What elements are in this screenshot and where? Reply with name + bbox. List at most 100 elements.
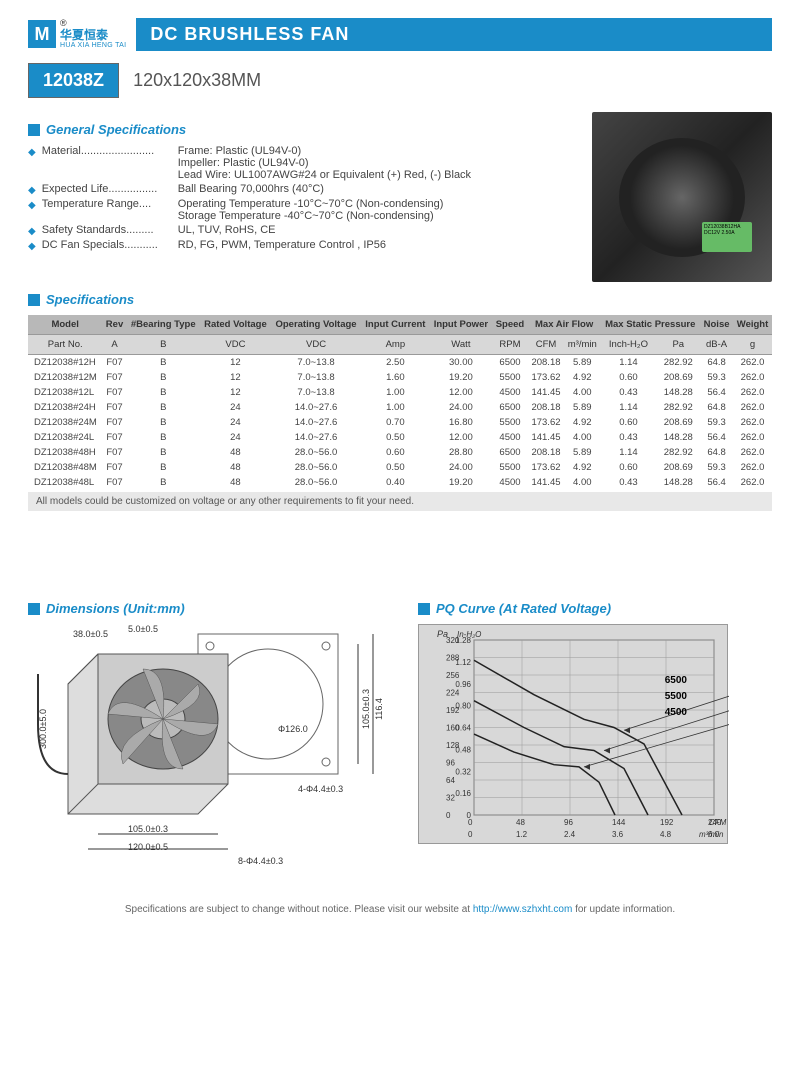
table-cell: 4.92	[564, 370, 600, 385]
table-cell: 0.60	[600, 415, 656, 430]
spec-row: ◆Material........................Frame: …	[28, 145, 572, 181]
table-cell: 262.0	[733, 445, 772, 460]
table-subheader: A	[102, 335, 126, 355]
table-cell: F07	[102, 460, 126, 475]
table-cell: 64.8	[700, 355, 733, 371]
table-row: DZ12038#24MF07B2414.0~27.60.7016.8055001…	[28, 415, 772, 430]
dim-chamfer: 5.0±0.5	[128, 624, 158, 634]
spec-value: RD, FG, PWM, Temperature Control , IP56	[178, 239, 572, 251]
spec-value: UL, TUV, RoHS, CE	[178, 224, 572, 236]
table-cell: 0.60	[361, 445, 430, 460]
table-subheader: Part No.	[28, 335, 102, 355]
table-cell: 282.92	[656, 400, 700, 415]
table-cell: 24.00	[430, 460, 493, 475]
table-subheader: VDC	[200, 335, 271, 355]
table-cell: 59.3	[700, 415, 733, 430]
table-cell: 24	[200, 415, 271, 430]
spec-label: Expected Life................	[42, 183, 172, 195]
table-cell: 30.00	[430, 355, 493, 371]
table-cell: 12.00	[430, 385, 493, 400]
svg-text:96: 96	[446, 759, 455, 768]
table-cell: 0.40	[361, 475, 430, 490]
svg-text:0: 0	[468, 818, 473, 827]
spec-label: Temperature Range....	[42, 198, 172, 210]
svg-text:96: 96	[564, 818, 573, 827]
table-cell: 56.4	[700, 385, 733, 400]
table-cell: 1.14	[600, 400, 656, 415]
table-cell: 0.50	[361, 430, 430, 445]
table-row: DZ12038#12HF07B127.0~13.82.5030.00650020…	[28, 355, 772, 371]
spec-row: ◆Expected Life................Ball Beari…	[28, 183, 572, 196]
table-cell: 64.8	[700, 445, 733, 460]
svg-text:64: 64	[446, 776, 455, 785]
table-cell: DZ12038#24L	[28, 430, 102, 445]
table-cell: 19.20	[430, 370, 493, 385]
table-cell: B	[127, 475, 200, 490]
table-cell: 16.80	[430, 415, 493, 430]
table-cell: F07	[102, 370, 126, 385]
product-image: DZ12038B12HADC12V 2.50A	[592, 112, 772, 282]
table-cell: 1.60	[361, 370, 430, 385]
logo-cn: 华夏恒泰	[60, 29, 126, 42]
table-cell: 208.18	[528, 400, 564, 415]
table-subheader: VDC	[271, 335, 361, 355]
product-label: DZ12038B12HADC12V 2.50A	[702, 222, 752, 252]
dim-height: 116.4	[374, 698, 384, 720]
svg-text:0.64: 0.64	[455, 724, 471, 733]
table-cell: 148.28	[656, 475, 700, 490]
spec-row: ◆Safety Standards.........UL, TUV, RoHS,…	[28, 224, 572, 237]
table-cell: 7.0~13.8	[271, 370, 361, 385]
table-cell: DZ12038#12M	[28, 370, 102, 385]
bullet-icon: ◆	[28, 226, 36, 237]
table-cell: 12	[200, 355, 271, 371]
table-cell: 4.00	[564, 475, 600, 490]
table-cell: F07	[102, 400, 126, 415]
table-cell: 141.45	[528, 385, 564, 400]
section-dimensions: Dimensions (Unit:mm)	[28, 601, 388, 616]
table-cell: DZ12038#12L	[28, 385, 102, 400]
table-cell: 24	[200, 430, 271, 445]
table-header: Max Static Pressure	[600, 315, 700, 335]
table-cell: DZ12038#48H	[28, 445, 102, 460]
table-cell: 208.18	[528, 445, 564, 460]
table-header: Input Power	[430, 315, 493, 335]
table-cell: 4500	[492, 430, 528, 445]
table-cell: 282.92	[656, 445, 700, 460]
table-cell: 4.00	[564, 430, 600, 445]
svg-text:Pa: Pa	[437, 629, 448, 639]
table-cell: 148.28	[656, 385, 700, 400]
table-cell: 173.62	[528, 370, 564, 385]
table-cell: 0.50	[361, 460, 430, 475]
dim-depth: 38.0±0.5	[73, 629, 108, 639]
table-cell: 5.89	[564, 355, 600, 371]
table-cell: 59.3	[700, 370, 733, 385]
table-cell: 2.50	[361, 355, 430, 371]
svg-text:In-H₂O: In-H₂O	[457, 630, 481, 639]
dimension-drawing: 38.0±0.5 5.0±0.5 300.0±5.0 105.0±0.3 120…	[28, 624, 388, 874]
svg-text:0.96: 0.96	[455, 680, 471, 689]
table-cell: B	[127, 415, 200, 430]
logo-en: HUA XIA HENG TAI	[60, 42, 126, 50]
logo-mark: M	[28, 20, 56, 48]
footer-link[interactable]: http://www.szhxht.com	[473, 904, 572, 915]
table-header: Weight	[733, 315, 772, 335]
table-cell: 262.0	[733, 415, 772, 430]
table-cell: 6500	[492, 355, 528, 371]
table-cell: 148.28	[656, 430, 700, 445]
model-size: 120x120x38MM	[133, 70, 261, 91]
table-cell: 173.62	[528, 460, 564, 475]
table-cell: 0.43	[600, 475, 656, 490]
table-cell: 28.0~56.0	[271, 460, 361, 475]
table-header: Rev	[102, 315, 126, 335]
table-cell: 0.60	[600, 460, 656, 475]
section-spec-table: Specifications	[28, 292, 772, 307]
table-cell: 7.0~13.8	[271, 385, 361, 400]
table-cell: 5.89	[564, 400, 600, 415]
svg-text:0.80: 0.80	[455, 702, 471, 711]
svg-text:0.16: 0.16	[455, 789, 471, 798]
table-cell: 1.14	[600, 355, 656, 371]
bullet-icon: ◆	[28, 147, 36, 158]
table-header: Noise	[700, 315, 733, 335]
table-header: Speed	[492, 315, 528, 335]
table-subheader: Watt	[430, 335, 493, 355]
